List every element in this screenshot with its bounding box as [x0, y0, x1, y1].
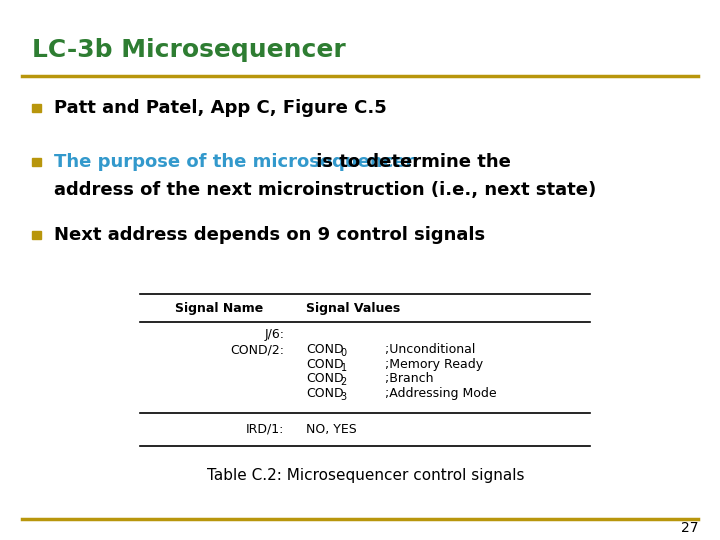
Text: ;Addressing Mode: ;Addressing Mode [385, 387, 497, 400]
Text: COND: COND [306, 387, 343, 400]
Text: Signal Name: Signal Name [176, 302, 264, 315]
Text: COND: COND [306, 357, 343, 370]
Text: IRD/1:: IRD/1: [246, 423, 284, 436]
Text: 0: 0 [341, 348, 347, 359]
Text: 1: 1 [341, 363, 347, 373]
Text: address of the next microinstruction (i.e., next state): address of the next microinstruction (i.… [54, 181, 596, 199]
Text: J/6:: J/6: [264, 328, 284, 341]
Bar [32, 158, 41, 166]
Text: 27: 27 [681, 521, 698, 535]
Text: Next address depends on 9 control signals: Next address depends on 9 control signal… [54, 226, 485, 244]
Text: LC-3b Microsequencer: LC-3b Microsequencer [32, 38, 346, 62]
Bar [32, 104, 41, 112]
Text: COND: COND [306, 343, 343, 356]
Text: NO, YES: NO, YES [306, 423, 356, 436]
Text: COND: COND [306, 372, 343, 385]
Text: Patt and Patel, App C, Figure C.5: Patt and Patel, App C, Figure C.5 [54, 99, 387, 117]
Text: ;Unconditional: ;Unconditional [385, 343, 476, 356]
Text: 3: 3 [341, 392, 347, 402]
Text: Table C.2: Microsequencer control signals: Table C.2: Microsequencer control signal… [207, 468, 524, 483]
Bar [32, 231, 41, 239]
Text: is to determine the: is to determine the [310, 153, 510, 171]
Text: ;Branch: ;Branch [385, 372, 433, 385]
Text: COND/2:: COND/2: [230, 343, 284, 356]
Text: ;Memory Ready: ;Memory Ready [385, 357, 483, 370]
Text: The purpose of the microsequencer: The purpose of the microsequencer [54, 153, 415, 171]
Text: 2: 2 [341, 377, 347, 387]
Text: Signal Values: Signal Values [306, 302, 400, 315]
